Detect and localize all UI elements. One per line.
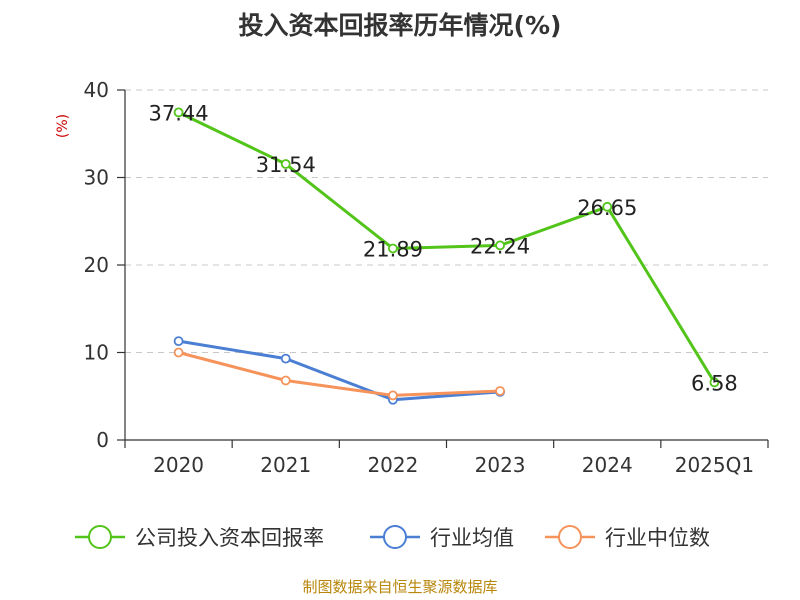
y-tick-label: 10 [84, 341, 109, 365]
x-tick-label: 2024 [582, 453, 633, 477]
data-point [709, 377, 720, 388]
data-point [388, 243, 398, 254]
data-point [495, 386, 505, 396]
legend-item: 行业中位数 [545, 525, 710, 550]
y-tick-label: 40 [84, 78, 109, 102]
y-tick-label: 0 [96, 428, 109, 452]
data-point [280, 353, 291, 364]
y-axis-label: (%) [55, 114, 71, 138]
data-point [602, 201, 613, 212]
grid-lines [125, 89, 768, 353]
data-point [173, 347, 184, 358]
data-point [173, 107, 184, 118]
legend-label: 行业均值 [430, 526, 514, 550]
x-tick-label: 2021 [260, 453, 311, 477]
axes [117, 89, 769, 448]
series-lines [177, 111, 716, 402]
data-label: 6.58 [691, 371, 738, 395]
data-label: 21.89 [363, 237, 423, 261]
series-line-1 [178, 339, 501, 402]
x-tick-label: 2020 [153, 453, 204, 477]
legend-label: 行业中位数 [605, 526, 710, 550]
legend: 公司投入资本回报率 行业均值 行业中位数 [75, 525, 710, 550]
data-point [173, 336, 184, 347]
data-label: 31.54 [256, 153, 316, 177]
x-tick-label: 2022 [367, 453, 418, 477]
legend-swatch-marker [383, 525, 407, 549]
data-point [388, 390, 398, 401]
x-tick-label: 2023 [475, 453, 526, 477]
x-tick-labels: 2020 2021 2022 2023 2024 2025Q1 [153, 453, 754, 477]
y-tick-labels: 0 10 20 30 40 [84, 78, 109, 452]
y-tick-label: 30 [84, 166, 109, 190]
data-labels: 37.44 31.54 21.89 22.24 26.65 6.58 [149, 101, 738, 395]
data-point [495, 240, 505, 251]
legend-swatch-marker [88, 525, 112, 549]
y-tick-label: 20 [84, 253, 109, 277]
data-point [280, 159, 291, 169]
legend-label: 公司投入资本回报率 [135, 526, 324, 550]
data-label: 37.44 [149, 101, 209, 125]
legend-item: 行业均值 [370, 525, 514, 550]
data-label: 26.65 [577, 196, 637, 220]
series-line-0 [177, 111, 716, 384]
source-footer: 制图数据来自恒生聚源数据库 [302, 578, 498, 596]
data-label: 22.24 [470, 234, 530, 258]
legend-swatch-marker [558, 525, 582, 549]
legend-item: 公司投入资本回报率 [75, 525, 324, 550]
data-point [280, 375, 291, 386]
series-line-2 [178, 351, 501, 397]
x-tick-label: 2025Q1 [675, 453, 754, 477]
chart-title: 投入资本回报率历年情况(%) [238, 11, 562, 40]
series-points [173, 107, 720, 405]
